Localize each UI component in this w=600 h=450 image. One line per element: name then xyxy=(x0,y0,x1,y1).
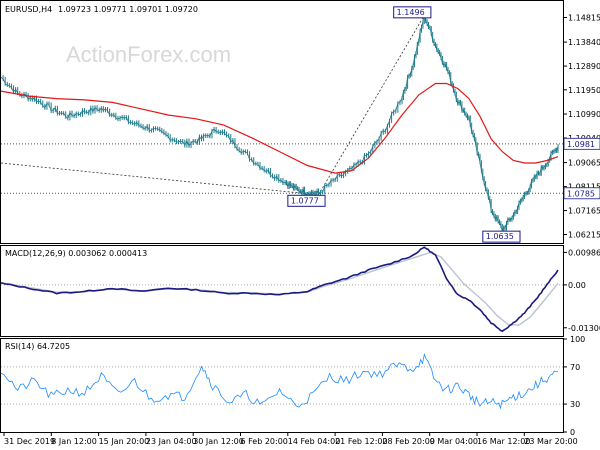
macd-line xyxy=(0,246,559,333)
macd-signal-line xyxy=(0,251,559,326)
macd-title: MACD(12,26,9) 0.003062 0.000413 xyxy=(5,249,147,258)
axis-level-box xyxy=(563,137,600,150)
x-tick-label: 15 Jan 20:00 xyxy=(99,437,150,446)
rsi-tick-label: 0 xyxy=(570,428,575,437)
low-label-box xyxy=(482,230,521,243)
chart-ohlc: 1.09723 1.09771 1.09701 1.09720 xyxy=(58,5,198,14)
price-line xyxy=(0,13,559,233)
x-tick-label: 30 Jan 12:00 xyxy=(193,437,244,446)
price-tick-label: 1.13840 xyxy=(568,38,600,47)
x-tick-label: 6 Feb 20:00 xyxy=(241,437,288,446)
trendline-upper xyxy=(318,15,425,196)
swing-low-label: 1.0777 xyxy=(291,196,319,205)
x-tick-label: 14 Feb 04:00 xyxy=(288,437,340,446)
swing-low-label-box xyxy=(287,194,326,207)
main-panel-frame xyxy=(0,0,564,244)
price-tick-label: 1.14815 xyxy=(568,14,600,23)
x-tick-label: 9 Mar 04:00 xyxy=(430,437,478,446)
moving-average-line xyxy=(0,82,559,174)
x-tick-label: 8 Jan 12:00 xyxy=(51,437,97,446)
price-tick-label: 1.09065 xyxy=(568,159,600,168)
chart-symbol: EURUSD,H4 xyxy=(5,5,52,14)
axis-level-label: 1.0981 xyxy=(567,140,595,149)
low-label: 1.0635 xyxy=(486,232,514,241)
rsi-panel-frame xyxy=(0,338,564,433)
watermark: ActionForex.com xyxy=(66,42,231,67)
rsi-tick-label: 70 xyxy=(570,363,580,372)
axis-level-label: 1.0785 xyxy=(567,189,595,198)
axis-level-box xyxy=(563,187,600,200)
high-label: 1.1496 xyxy=(397,8,425,17)
rsi-plot xyxy=(0,352,563,410)
x-tick-label: 23 Mar 20:00 xyxy=(524,437,577,446)
rsi-title: RSI(14) 64.7205 xyxy=(5,342,70,351)
trendline-lower xyxy=(0,162,319,196)
x-tick-label: 21 Feb 12:00 xyxy=(335,437,387,446)
x-tick-label: 16 Mar 12:00 xyxy=(477,437,530,446)
macd-tick-label: 0.00 xyxy=(568,281,586,290)
rsi-line xyxy=(0,352,558,410)
price-tick-label: 1.11950 xyxy=(568,86,600,95)
high-label-box xyxy=(393,6,432,19)
macd-tick-label: -0.013002 xyxy=(568,324,600,333)
price-tick-label: 1.07165 xyxy=(568,207,600,216)
price-tick-label: 1.08115 xyxy=(568,183,600,192)
price-tick-label: 1.12890 xyxy=(568,62,600,71)
macd-plot xyxy=(0,246,563,333)
x-tick-label: 31 Dec 2019 xyxy=(4,437,55,446)
price-tick-label: 1.10990 xyxy=(568,110,600,119)
price-tick-label: 1.06215 xyxy=(568,231,600,240)
macd-panel-frame xyxy=(0,245,564,337)
x-tick-label: 23 Jan 04:00 xyxy=(146,437,197,446)
axes: 1.148151.138401.128901.119501.109901.100… xyxy=(3,14,600,446)
rsi-tick-label: 100 xyxy=(570,335,585,344)
rsi-tick-label: 30 xyxy=(570,400,580,409)
price-plot: 1.1496 1.0777 1.0635 xyxy=(0,6,563,243)
macd-tick-label: 0.009862 xyxy=(568,248,600,257)
x-tick-label: 28 Feb 20:00 xyxy=(382,437,434,446)
